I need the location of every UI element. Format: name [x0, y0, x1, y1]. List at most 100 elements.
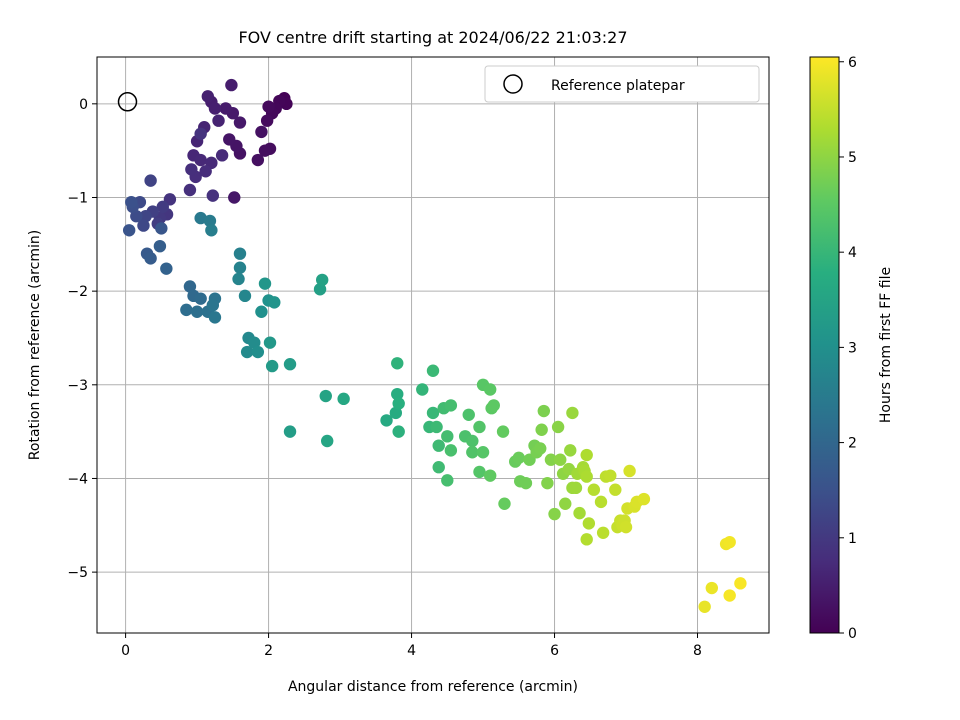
scatter-point — [215, 149, 229, 162]
scatter-point — [580, 448, 593, 462]
scatter-point — [228, 191, 241, 204]
legend-entry-reference: Reference platepar — [551, 78, 685, 94]
scatter-point — [263, 336, 277, 349]
scatter-point — [573, 506, 586, 520]
scatter-point — [551, 420, 565, 434]
scatter-point — [637, 492, 651, 506]
scatter-point — [251, 153, 265, 167]
y-tick-label: −1 — [67, 190, 88, 206]
colorbar-tick-label: 4 — [848, 245, 857, 261]
scatter-point — [534, 442, 547, 455]
scatter-point — [512, 451, 525, 465]
scatter-point — [496, 425, 510, 438]
scatter-point — [389, 406, 403, 420]
scatter-point — [208, 311, 222, 324]
x-tick-label: 8 — [693, 643, 702, 659]
scatter-point — [391, 387, 404, 401]
scatter-point — [487, 399, 500, 412]
scatter-point — [580, 470, 593, 483]
scatter-point — [185, 163, 198, 176]
scatter-point — [426, 406, 440, 420]
scatter-point — [596, 526, 610, 539]
scatter-point — [337, 392, 350, 406]
scatter-point — [180, 303, 193, 317]
y-tick-label: 0 — [79, 97, 88, 113]
colorbar-ticks: 0 1 2 3 4 5 6 — [839, 55, 857, 642]
scatter-point — [519, 476, 533, 490]
scatter-point — [206, 298, 220, 312]
scatter-point — [430, 420, 443, 434]
scatter-point — [219, 102, 232, 115]
scatter-point — [380, 414, 393, 427]
scatter-point — [225, 78, 238, 92]
chart-title: FOV centre drift starting at 2024/06/22 … — [238, 28, 627, 47]
scatter-point — [582, 517, 596, 530]
y-axis-ticks: 0 −1 −2 −3 −4 −5 — [67, 97, 97, 581]
scatter-point — [240, 345, 254, 359]
scatter-point — [238, 289, 252, 303]
x-tick-label: 6 — [550, 643, 559, 659]
scatter-point — [183, 183, 197, 197]
scatter-point — [315, 273, 329, 287]
scatter-point — [559, 497, 572, 510]
scatter-point — [564, 444, 577, 457]
reference-marker — [117, 92, 138, 112]
scatter-point — [594, 495, 608, 509]
scatter-point — [144, 252, 157, 265]
scatter-point — [130, 210, 143, 223]
scatter-point — [462, 408, 475, 421]
scatter-point — [137, 219, 150, 232]
scatter-point — [255, 305, 268, 318]
scatter-point — [548, 507, 561, 521]
scatter-point — [283, 358, 297, 371]
y-axis-label: Rotation from reference (arcmin) — [27, 230, 43, 460]
scatter-point — [265, 359, 279, 373]
y-tick-label: −2 — [67, 284, 88, 300]
x-tick-label: 2 — [264, 643, 273, 659]
scatter-point — [723, 535, 736, 549]
scatter-point — [587, 483, 601, 496]
scatter-point — [473, 465, 486, 479]
scatter-point — [160, 262, 173, 275]
scatter-point — [233, 247, 247, 260]
scatter-point — [619, 520, 633, 534]
colorbar-label: Hours from first FF file — [878, 267, 894, 423]
y-tick-label: −5 — [67, 565, 88, 581]
scatter-point — [391, 357, 404, 370]
x-tick-label: 4 — [407, 643, 416, 659]
scatter-point — [426, 364, 440, 377]
scatter-point — [258, 277, 272, 290]
scatter-point — [268, 296, 281, 309]
plot-frame — [96, 56, 770, 634]
scatter-point — [483, 469, 497, 482]
x-axis-label: Angular distance from reference (arcmin) — [288, 679, 578, 695]
scatter-point — [544, 453, 558, 466]
scatter-point — [554, 453, 567, 466]
scatter-point — [537, 404, 551, 418]
scatter-point — [466, 446, 479, 459]
scatter-point — [535, 423, 548, 436]
scatter-point — [251, 345, 265, 359]
scatter-point — [201, 90, 215, 103]
scatter-point — [203, 214, 217, 228]
scatter-point — [698, 600, 711, 613]
scatter-point — [320, 434, 334, 448]
scatter-point — [392, 397, 405, 410]
scatter-point — [392, 425, 405, 438]
scatter-point — [223, 133, 236, 146]
scatter-point — [623, 464, 636, 478]
scatter-point — [139, 210, 152, 223]
scatter-point — [194, 292, 207, 305]
colorbar-tick-label: 3 — [848, 340, 857, 356]
scatter-point — [155, 222, 168, 235]
scatter-point — [444, 399, 458, 412]
scatter-point — [416, 383, 429, 396]
scatter-point — [444, 444, 458, 457]
colorbar-tick-label: 5 — [848, 150, 857, 166]
scatter-point — [194, 153, 207, 167]
y-tick-label: −3 — [67, 378, 88, 394]
x-axis-ticks: 0 2 4 6 8 — [121, 633, 702, 659]
scatter-point — [566, 406, 579, 420]
scatter-point — [609, 483, 622, 496]
